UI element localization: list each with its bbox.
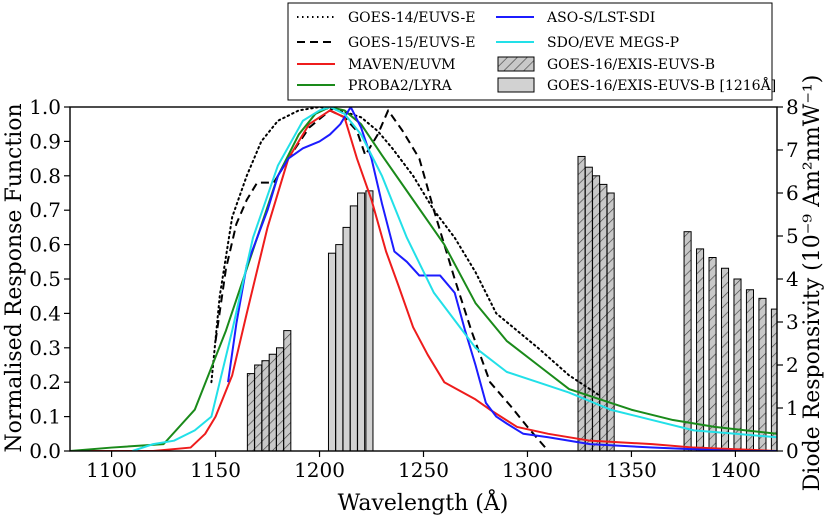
right-y-tick-label: 3: [786, 310, 799, 334]
hatched-bar-12: [696, 248, 705, 451]
hatched-bar-18: [770, 308, 777, 451]
hatched-bar-10: [606, 192, 615, 451]
right-y-tick-label: 7: [786, 138, 799, 162]
series-line-3: [70, 107, 777, 451]
solid-bar-3: [349, 205, 358, 451]
series-line-5: [132, 107, 777, 451]
hatched-bar-0: [246, 373, 255, 451]
hatched-bar-3: [268, 353, 277, 451]
right-y-axis-label: Diode Responsivity (10⁻⁹ Am²nmW⁻¹): [800, 75, 825, 492]
right-y-tick-label: 6: [786, 181, 799, 205]
solid-bar-1: [335, 244, 344, 451]
right-y-tick-label: 4: [786, 267, 799, 291]
hatched-bar-1: [254, 364, 263, 451]
legend-label-2: MAVEN/EUVM: [348, 57, 456, 73]
series-line-0: [210, 107, 602, 397]
plot-frame: [69, 106, 778, 452]
left-y-tick-label: 0.6: [29, 233, 61, 257]
legend-label-5: SDO/EVE MEGS-P: [547, 35, 679, 51]
hatched-bar-14: [720, 267, 730, 451]
left-y-axis-label: Normalised Response Function: [2, 103, 27, 452]
x-tick-label: 1200: [294, 458, 345, 482]
left-y-tick-label: 0.1: [29, 405, 61, 429]
left-y-tick-label: 0.9: [29, 129, 61, 153]
right-y-tick-label: 0: [786, 439, 799, 463]
left-y-tick-label: 0.7: [29, 198, 61, 222]
legend-label-0: GOES-14/EUVS-E: [348, 10, 475, 26]
bars-layer: [246, 155, 777, 451]
right-y-tick-label: 8: [786, 95, 799, 119]
hatched-bar-13: [708, 257, 717, 451]
solid-bar-4: [357, 192, 366, 451]
legend-label-7: GOES-16/EXIS-EUVS-B [1216Å]: [547, 76, 776, 94]
right-y-tick-label: 1: [786, 396, 799, 420]
left-y-tick-label: 0.4: [29, 301, 61, 325]
right-y-tick-label: 2: [786, 353, 799, 377]
hatched-bar-8: [592, 175, 601, 451]
legend: GOES-14/EUVS-E GOES-15/EUVS-E MAVEN/EUVM PR…: [287, 2, 776, 101]
hatched-bar-5: [283, 330, 292, 451]
x-tick-label: 1250: [398, 458, 449, 482]
hatched-bar-9: [599, 183, 608, 451]
hatched-bar-16: [745, 289, 754, 451]
hatched-bar-6: [577, 155, 586, 451]
hatched-bar-15: [733, 278, 742, 451]
hatched-bar-7: [584, 166, 593, 451]
legend-items: GOES-14/EUVS-E GOES-15/EUVS-E MAVEN/EUVM PR…: [297, 10, 776, 94]
left-y-tick-label: 0.5: [29, 267, 61, 291]
x-axis-ticks: 1100 1150 1200 1250 1300 1350 1400: [86, 451, 761, 482]
hatched-bar-11: [683, 231, 692, 451]
x-tick-label: 1400: [710, 458, 761, 482]
legend-swatch-7: [497, 77, 535, 93]
solid-bar-5: [365, 190, 374, 451]
x-tick-label: 1350: [606, 458, 657, 482]
legend-label-3: PROBA2/LYRA: [348, 78, 453, 94]
legend-label-4: ASO-S/LST-SDI: [546, 10, 655, 26]
left-y-tick-label: 1.0: [29, 95, 61, 119]
right-y-tick-label: 5: [786, 224, 799, 248]
left-y-tick-label: 0.3: [29, 336, 61, 360]
legend-label-6: GOES-16/EXIS-EUVS-B: [547, 57, 715, 73]
x-tick-label: 1300: [502, 458, 553, 482]
left-y-tick-label: 0.8: [29, 164, 61, 188]
series-line-1: [214, 109, 550, 451]
hatched-bar-17: [758, 297, 767, 451]
hatched-bar-2: [261, 360, 270, 451]
lines-layer: [70, 107, 777, 451]
x-axis-label: Wavelength (Å): [338, 488, 509, 516]
left-y-tick-label: 0.0: [29, 439, 61, 463]
x-tick-label: 1100: [86, 458, 137, 482]
hatched-bar-4: [275, 347, 285, 451]
legend-swatch-6: [497, 56, 535, 72]
series-line-4: [227, 107, 777, 451]
x-tick-label: 1150: [190, 458, 241, 482]
left-y-tick-label: 0.2: [29, 370, 61, 394]
left-y-axis-ticks: 0.0 0.1 0.2 0.3 0.4 0.5 0.6 0.7 0.8 0.9 1.0: [29, 95, 70, 463]
legend-label-1: GOES-15/EUVS-E: [348, 35, 475, 51]
solid-bar-0: [327, 252, 337, 451]
series-line-2: [70, 109, 777, 451]
solid-bar-2: [342, 226, 351, 451]
right-y-axis-ticks: 0 1 2 3 4 5 6 7 8: [777, 95, 799, 463]
